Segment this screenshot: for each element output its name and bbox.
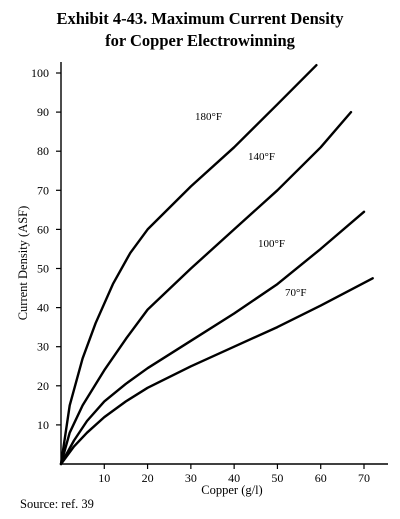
- y-axis-label: Current Density (ASF): [16, 206, 30, 321]
- y-tick-label: 10: [37, 418, 49, 432]
- x-tick-label: 30: [185, 471, 197, 485]
- source-note: Source: ref. 39: [20, 497, 94, 511]
- x-tick-label: 10: [98, 471, 110, 485]
- series-label-100f: 100°F: [258, 238, 285, 250]
- series-line-3: [59, 277, 374, 466]
- series-line-2: [59, 210, 366, 466]
- series-label-140f: 140°F: [248, 151, 275, 163]
- y-tick-label: 50: [37, 262, 49, 276]
- y-tick-label: 70: [37, 183, 49, 197]
- curves-group: [59, 64, 374, 466]
- y-tick-label: 40: [37, 301, 49, 315]
- chart-title-line2: for Copper Electrowinning: [105, 31, 296, 50]
- x-tick-label: 20: [142, 471, 154, 485]
- x-tick-label: 40: [228, 471, 240, 485]
- x-tick-label: 60: [315, 471, 327, 485]
- series-line-0: [59, 64, 318, 466]
- series-label-70f: 70°F: [285, 287, 307, 299]
- y-tick-label: 80: [37, 144, 49, 158]
- series-label-180f: 180°F: [195, 111, 222, 123]
- series-line-1: [59, 110, 353, 466]
- y-tick-label: 90: [37, 105, 49, 119]
- y-tick-label: 30: [37, 340, 49, 354]
- chart-title-line1: Exhibit 4-43. Maximum Current Density: [56, 9, 344, 28]
- x-tick-label: 70: [358, 471, 370, 485]
- y-tick-label: 20: [37, 379, 49, 393]
- x-tick-label: 50: [271, 471, 283, 485]
- x-axis-label: Copper (g/l): [201, 483, 262, 497]
- y-tick-label: 100: [31, 66, 49, 80]
- y-tick-label: 60: [37, 222, 49, 236]
- ticks-group: 10 20 30 40 50 60 70 80 90 100 10 20 30 40 50 60 70: [31, 66, 370, 485]
